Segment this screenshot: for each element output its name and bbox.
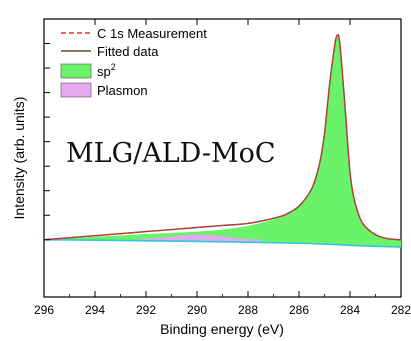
series-background-line — [43, 238, 402, 248]
tick-layer — [43, 19, 402, 297]
sample-annotation: MLG/ALD-MoC — [66, 138, 276, 169]
legend-label-measurement: C 1s Measurement — [97, 26, 207, 41]
y-axis-label: Intensity (arb. units) — [11, 97, 27, 220]
line-layer — [43, 34, 402, 248]
legend-label-plasmon: Plasmon — [97, 83, 148, 98]
legend-label-fitted: Fitted data — [97, 44, 159, 59]
series-measurement-line — [43, 34, 402, 241]
legend-swatch-plasmon — [60, 82, 92, 98]
tick-label-layer: 296 294 292 290 288 286 284 282 — [34, 303, 411, 317]
area-sp2 — [44, 34, 401, 247]
x-tick-label: 288 — [238, 303, 258, 317]
legend: C 1s Measurement Fitted data sp2 Plasmon — [60, 26, 207, 98]
x-tick-label: 286 — [289, 303, 309, 317]
x-tick-label: 292 — [136, 303, 156, 317]
x-tick-label: 294 — [85, 303, 105, 317]
x-tick-label: 290 — [187, 303, 207, 317]
legend-swatch-sp2 — [60, 63, 92, 79]
x-axis-label: Binding energy (eV) — [160, 321, 284, 337]
legend-label-sp2-superscript: 2 — [111, 62, 116, 72]
x-tick-label: 296 — [34, 303, 54, 317]
x-tick-label: 282 — [391, 303, 411, 317]
x-tick-label: 284 — [340, 303, 360, 317]
